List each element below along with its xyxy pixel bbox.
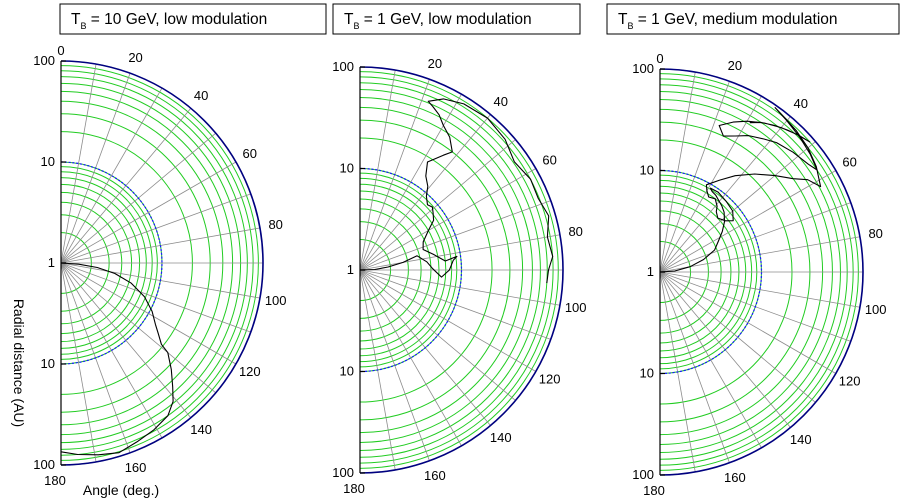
- spoke-line: [359, 269, 462, 447]
- title-text: TB = 10 GeV, low modulation: [71, 11, 267, 31]
- heliopause-circle: [60, 161, 163, 365]
- spoke-line: [659, 170, 837, 273]
- angle-tick-label: 100: [265, 293, 287, 308]
- radial-tick-label: 100: [33, 457, 55, 472]
- radial-tick-label: 100: [332, 59, 354, 74]
- spoke-line: [60, 262, 192, 418]
- panel-title: TB = 1 GeV, low modulation: [332, 3, 581, 35]
- angle-tick-label: 160: [424, 468, 446, 483]
- angle-tick-label: 60: [243, 146, 257, 161]
- radial-tick-label: 1: [347, 262, 354, 277]
- trajectory-line: [60, 262, 174, 456]
- title-box: [332, 3, 581, 35]
- title-text: TB = 1 GeV, medium modulation: [618, 11, 838, 31]
- angle-tick-label: 40: [794, 96, 808, 111]
- radial-tick-label: 1: [48, 255, 55, 270]
- title-text: TB = 1 GeV, low modulation: [344, 11, 532, 31]
- spoke-line: [359, 70, 396, 271]
- spoke-line: [659, 271, 762, 449]
- radial-tick-label: 100: [33, 53, 55, 68]
- angle-tick-label: 20: [728, 58, 742, 73]
- spoke-line: [60, 87, 163, 264]
- angle-tick-label: 0: [57, 43, 64, 58]
- angle-tick-label: 140: [790, 432, 812, 447]
- angle-tick-label: 140: [490, 430, 512, 445]
- angle-tick-label: 0: [656, 51, 663, 66]
- y-axis-title: Radial distance (AU): [11, 299, 27, 427]
- angle-tick-label: 40: [494, 94, 508, 109]
- spoke-line: [659, 116, 791, 273]
- spoke-line: [60, 161, 237, 264]
- trajectory-line: [359, 98, 554, 284]
- radial-tick-label: 10: [340, 161, 354, 176]
- spoke-line: [659, 95, 762, 273]
- radial-tick-label: 10: [640, 366, 654, 381]
- angle-tick-label: 120: [239, 364, 261, 379]
- outer-boundary: [359, 66, 564, 474]
- spoke-line: [60, 262, 97, 463]
- polar-panel-3: TB = 1 GeV, medium modulation 100 10 1 10 100…: [606, 3, 900, 498]
- angle-tick-label: 160: [724, 470, 746, 485]
- spoke-line: [359, 114, 491, 271]
- spoke-line: [359, 269, 537, 372]
- x-axis-title: Angle (deg.): [83, 482, 159, 498]
- spoke-line: [60, 262, 251, 333]
- angle-tick-label: 180: [643, 483, 665, 498]
- trajectory-line: [659, 107, 822, 273]
- title-box: [59, 3, 327, 35]
- radial-tick-label: 100: [332, 465, 354, 480]
- radial-tick-label: 10: [41, 154, 55, 169]
- title-box: [606, 3, 900, 35]
- angle-tick-label: 60: [542, 153, 556, 168]
- radial-tick-label: 100: [632, 467, 654, 482]
- panel-title: TB = 1 GeV, medium modulation: [606, 3, 900, 35]
- heliopause-circle: [359, 167, 463, 373]
- angle-tick-label: 80: [568, 224, 582, 239]
- angle-tick-label: 120: [839, 374, 861, 389]
- spoke-line: [659, 271, 837, 374]
- spoke-line: [60, 262, 237, 365]
- heliopause-circle: [659, 169, 763, 375]
- angle-tick-label: 140: [190, 422, 212, 437]
- radial-tick-label: 1: [647, 264, 654, 279]
- angle-tick-label: 120: [539, 372, 561, 387]
- angle-tick-label: 160: [125, 460, 147, 475]
- radial-tick-label: 10: [41, 356, 55, 371]
- outer-boundary: [60, 60, 264, 466]
- radial-tick-label: 10: [640, 163, 654, 178]
- spoke-line: [359, 93, 462, 271]
- angle-tick-label: 100: [565, 300, 587, 315]
- polar-panel-2: TB = 1 GeV, low modulation 100 10 1 10 100 20 4…: [332, 3, 587, 496]
- angle-tick-label: 20: [128, 50, 142, 65]
- radial-tick-label: 10: [340, 364, 354, 379]
- angle-tick-label: 180: [44, 473, 66, 488]
- radial-tick-label: 100: [632, 61, 654, 76]
- angle-tick-label: 100: [865, 302, 887, 317]
- angle-tick-label: 80: [868, 226, 882, 241]
- panel-title: TB = 10 GeV, low modulation: [59, 3, 327, 35]
- angle-tick-label: 180: [343, 481, 365, 496]
- spoke-line: [359, 168, 537, 271]
- outer-boundary: [659, 68, 864, 476]
- angle-tick-label: 40: [194, 88, 208, 103]
- angle-tick-label: 80: [268, 217, 282, 232]
- spoke-line: [659, 72, 696, 273]
- spoke-line: [60, 63, 97, 264]
- angle-tick-label: 60: [842, 155, 856, 170]
- angle-tick-label: 20: [428, 56, 442, 71]
